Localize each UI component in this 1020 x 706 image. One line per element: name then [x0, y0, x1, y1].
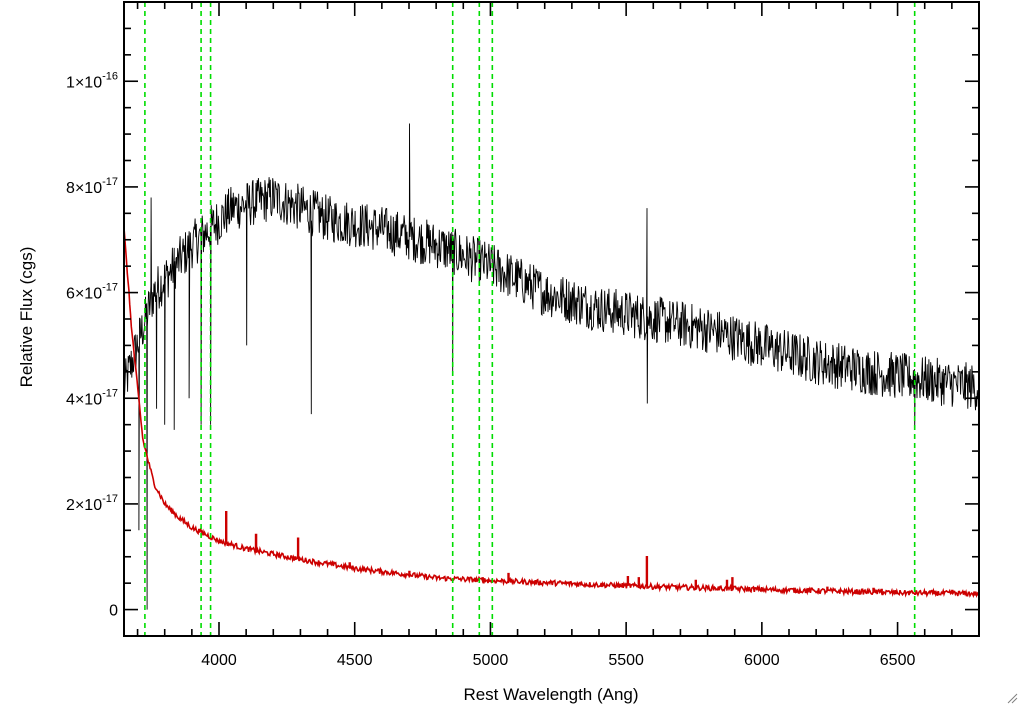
- plot-area: [123, 2, 980, 636]
- y-tick-label: 4×10-17: [66, 387, 118, 408]
- x-tick-label: 6500: [880, 652, 916, 669]
- resize-grip-icon[interactable]: [1006, 692, 1018, 704]
- x-axis-label: Rest Wavelength (Ang): [463, 685, 638, 704]
- y-axis-label: Relative Flux (cgs): [17, 247, 36, 388]
- plot-frame: [123, 1, 980, 637]
- x-tick-label: 5500: [608, 652, 644, 669]
- y-tick-label: 0: [109, 603, 118, 620]
- y-tick-label: 6×10-17: [66, 282, 118, 303]
- x-tick-label: 4000: [201, 652, 237, 669]
- x-tick-label: 4500: [337, 652, 373, 669]
- y-tick-label: 8×10-17: [66, 176, 118, 197]
- y-tick-label: 2×10-17: [66, 493, 118, 514]
- x-tick-label: 6000: [744, 652, 780, 669]
- spectrum-line: [123, 123, 979, 610]
- y-tick-label: 1×10-16: [66, 70, 118, 91]
- x-axis-tick-labels: 4000 4500 5000 5500 6000 6500: [201, 652, 915, 669]
- axes-frame: [123, 1, 980, 637]
- y-axis-tick-labels: 0 2×10-17 4×10-17 6×10-17 8×10-17 1×10-16: [66, 70, 118, 619]
- error-spectrum-line: [123, 227, 980, 599]
- x-tick-label: 5000: [473, 652, 509, 669]
